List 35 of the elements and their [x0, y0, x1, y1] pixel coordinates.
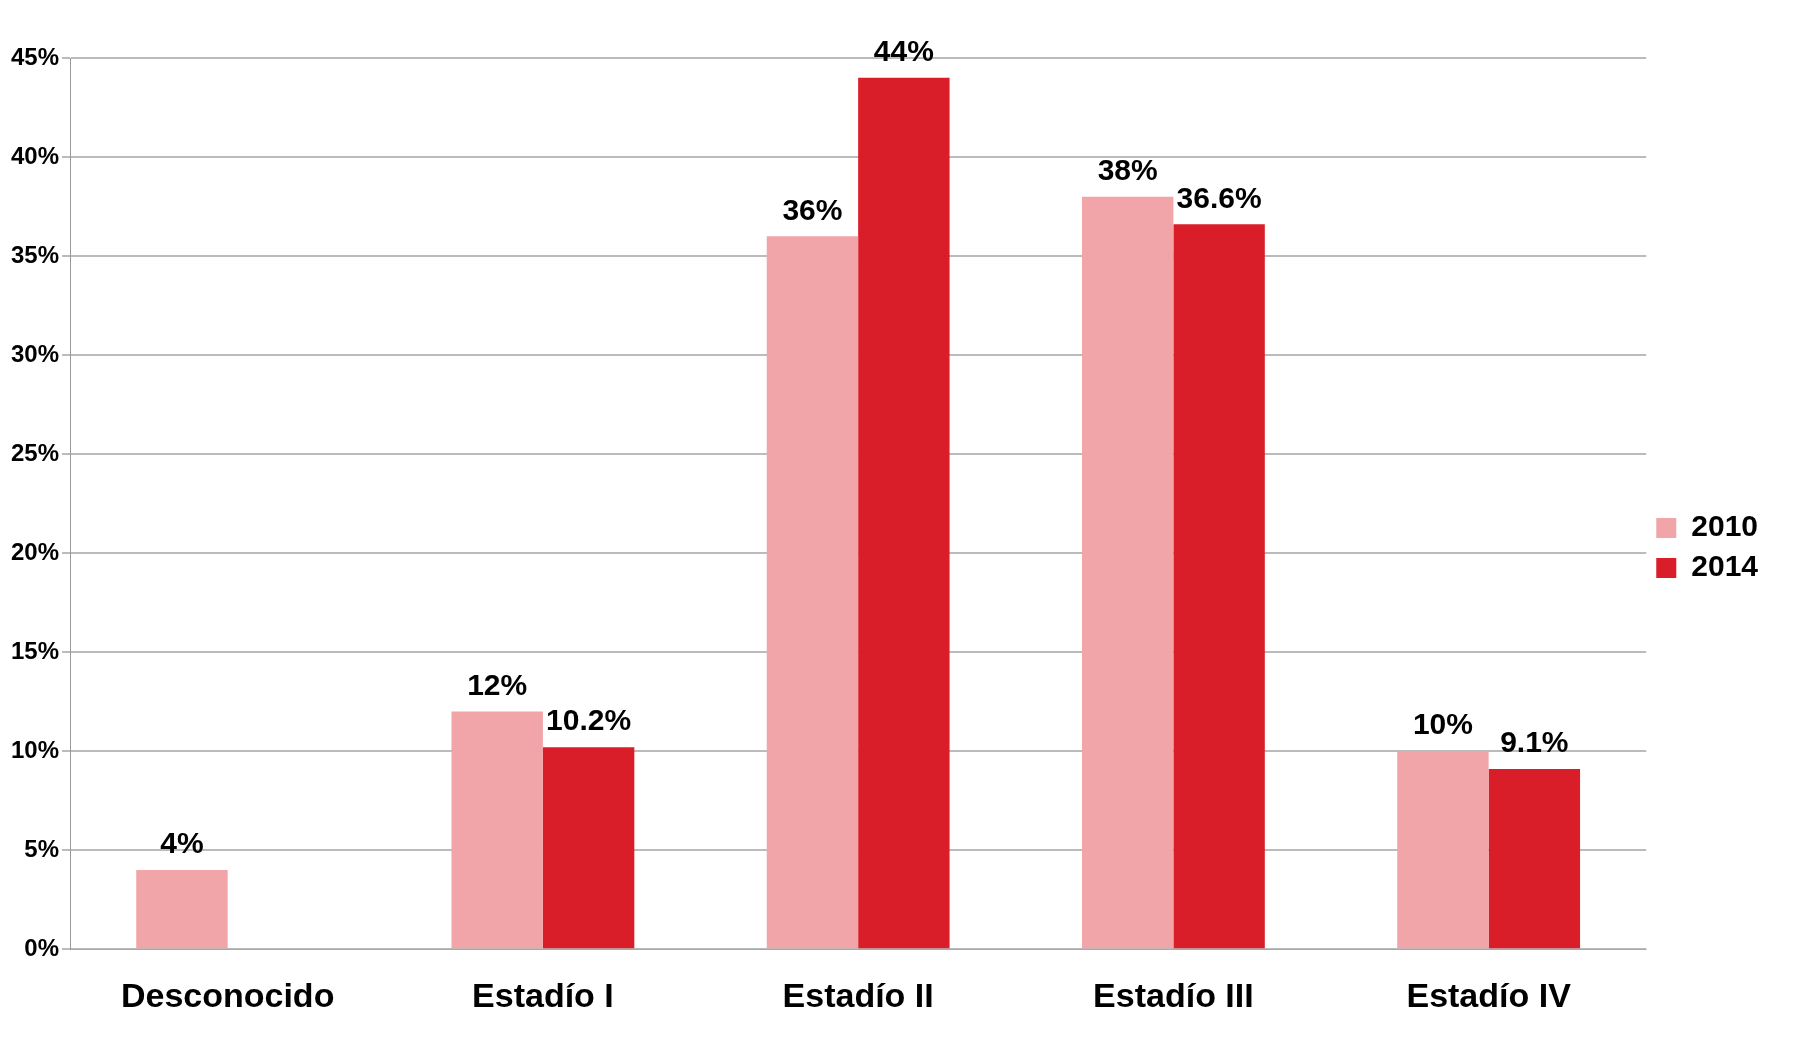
- y-tick-label: 40%: [10, 141, 60, 169]
- y-tick-label: 5%: [24, 834, 60, 862]
- y-tick-label: 35%: [10, 240, 60, 268]
- bar: [1488, 768, 1581, 949]
- data-label: 12%: [467, 667, 528, 701]
- data-label: 9.1%: [1500, 725, 1569, 759]
- x-tick-label: Estadío I: [472, 975, 614, 1014]
- x-tick-label: Estadío II: [782, 975, 934, 1014]
- data-label: 4%: [160, 826, 204, 860]
- y-tick-label: 10%: [10, 735, 60, 763]
- data-label: 38%: [1097, 152, 1158, 186]
- y-tick-label: 25%: [10, 438, 60, 466]
- bar: [858, 77, 950, 949]
- data-label: 36%: [782, 192, 843, 226]
- x-tick-label: Estadío IV: [1406, 975, 1572, 1014]
- y-tick-label: 0%: [24, 933, 60, 961]
- data-label: 36.6%: [1176, 180, 1262, 214]
- legend-label: 2014: [1691, 549, 1759, 583]
- y-tick-label: 15%: [10, 636, 60, 664]
- y-tick-label: 45%: [10, 42, 60, 70]
- data-label: 10.2%: [546, 703, 632, 737]
- data-label: 44%: [873, 34, 934, 68]
- x-tick-label: Desconocido: [120, 975, 335, 1014]
- bar: [1397, 751, 1489, 949]
- data-label: 10%: [1412, 707, 1473, 741]
- x-tick-label: Estadío III: [1093, 975, 1254, 1014]
- bar: [451, 711, 543, 949]
- bar: [136, 869, 228, 949]
- bar: [542, 747, 635, 949]
- y-tick-label: 30%: [10, 339, 60, 367]
- legend-label: 2010: [1691, 509, 1759, 543]
- y-tick-label: 20%: [10, 537, 60, 565]
- bar: [1173, 224, 1265, 949]
- bar: [1081, 196, 1174, 949]
- bar: [766, 236, 859, 949]
